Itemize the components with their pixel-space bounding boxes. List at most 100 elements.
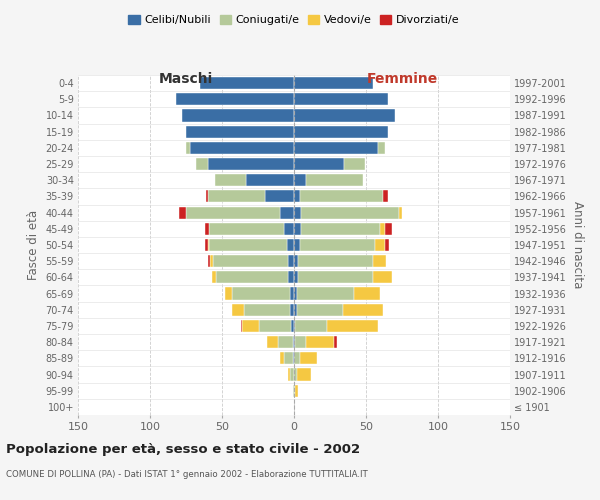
Bar <box>385 239 389 251</box>
Bar <box>216 272 288 283</box>
Bar <box>208 255 211 268</box>
Bar <box>205 222 209 235</box>
Bar <box>211 255 214 268</box>
Bar <box>241 320 242 332</box>
Bar <box>294 368 297 380</box>
Bar <box>179 206 186 218</box>
Bar <box>280 206 294 218</box>
Legend: Celibi/Nubili, Coniugati/e, Vedovi/e, Divorziati/e: Celibi/Nubili, Coniugati/e, Vedovi/e, Di… <box>124 10 464 30</box>
Bar <box>294 320 295 332</box>
Bar <box>294 304 297 316</box>
Bar <box>208 158 294 170</box>
Bar <box>290 304 294 316</box>
Bar <box>190 142 294 154</box>
Bar <box>284 352 293 364</box>
Bar <box>280 352 284 364</box>
Bar <box>259 320 291 332</box>
Bar <box>294 158 344 170</box>
Bar <box>294 206 301 218</box>
Bar <box>373 255 386 268</box>
Bar <box>298 255 373 268</box>
Bar <box>294 272 298 283</box>
Y-axis label: Anni di nascita: Anni di nascita <box>571 202 584 288</box>
Bar <box>294 255 298 268</box>
Bar <box>305 174 363 186</box>
Bar <box>215 174 247 186</box>
Bar <box>295 336 305 348</box>
Bar <box>290 288 294 300</box>
Bar <box>343 304 383 316</box>
Text: Femmine: Femmine <box>367 72 437 86</box>
Bar <box>294 239 300 251</box>
Bar <box>294 126 388 138</box>
Bar <box>265 190 294 202</box>
Bar <box>232 288 290 300</box>
Bar <box>244 304 290 316</box>
Bar <box>297 368 311 380</box>
Bar <box>208 239 209 251</box>
Bar <box>186 126 294 138</box>
Bar <box>327 320 377 332</box>
Bar <box>295 384 298 397</box>
Bar <box>232 304 244 316</box>
Bar <box>288 272 294 283</box>
Bar <box>293 384 294 397</box>
Bar <box>334 336 337 348</box>
Bar <box>182 110 294 122</box>
Text: COMUNE DI POLLINA (PA) - Dati ISTAT 1° gennaio 2002 - Elaborazione TUTTITALIA.IT: COMUNE DI POLLINA (PA) - Dati ISTAT 1° g… <box>6 470 368 479</box>
Bar <box>300 352 317 364</box>
Bar <box>301 222 380 235</box>
Bar <box>300 239 374 251</box>
Bar <box>225 288 232 300</box>
Bar <box>205 239 208 251</box>
Bar <box>293 352 294 364</box>
Bar <box>212 272 216 283</box>
Bar <box>294 77 373 89</box>
Y-axis label: Fasce di età: Fasce di età <box>27 210 40 280</box>
Bar <box>399 206 402 218</box>
Bar <box>176 93 294 106</box>
Text: Maschi: Maschi <box>159 72 213 86</box>
Bar <box>355 288 380 300</box>
Bar <box>297 288 355 300</box>
Bar <box>294 142 377 154</box>
Bar <box>290 368 294 380</box>
Bar <box>373 272 392 283</box>
Bar <box>278 336 293 348</box>
Bar <box>209 222 284 235</box>
Text: Popolazione per età, sesso e stato civile - 2002: Popolazione per età, sesso e stato civil… <box>6 442 360 456</box>
Bar <box>214 255 288 268</box>
Bar <box>196 158 208 170</box>
Bar <box>287 239 294 251</box>
Bar <box>294 110 395 122</box>
Bar <box>291 320 294 332</box>
Bar <box>294 288 297 300</box>
Bar <box>242 320 259 332</box>
Bar <box>305 336 334 348</box>
Bar <box>284 222 294 235</box>
Bar <box>186 206 280 218</box>
Bar <box>294 336 295 348</box>
Bar <box>301 206 399 218</box>
Bar <box>200 77 294 89</box>
Bar <box>288 255 294 268</box>
Bar <box>377 142 385 154</box>
Bar <box>294 174 305 186</box>
Bar <box>298 272 373 283</box>
Bar <box>295 320 327 332</box>
Bar <box>297 304 343 316</box>
Bar <box>294 190 300 202</box>
Bar <box>266 336 278 348</box>
Bar <box>300 190 383 202</box>
Bar <box>288 368 290 380</box>
Bar <box>383 190 388 202</box>
Bar <box>294 384 295 397</box>
Bar <box>293 336 294 348</box>
Bar <box>385 222 392 235</box>
Bar <box>208 190 265 202</box>
Bar <box>209 239 287 251</box>
Bar <box>247 174 294 186</box>
Bar <box>206 190 208 202</box>
Bar <box>380 222 385 235</box>
Bar <box>186 142 190 154</box>
